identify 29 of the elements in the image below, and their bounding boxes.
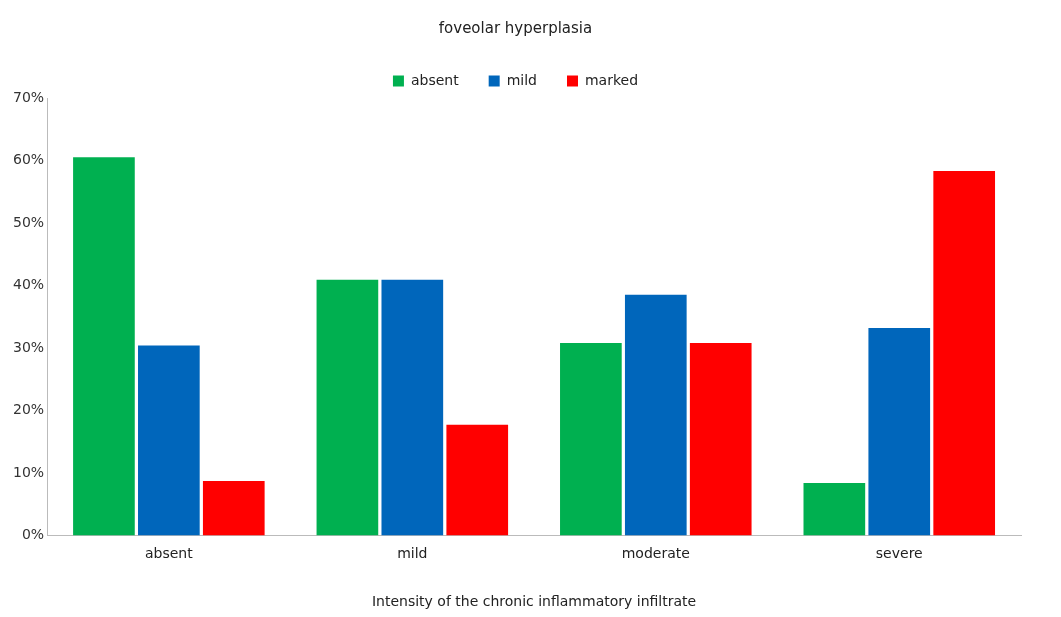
y-tick-label: 0% (21, 526, 45, 543)
bar (202, 481, 265, 536)
y-tick-label: 30% (12, 338, 45, 355)
x-axis-title: Intensity of the chronic inflammatory infiltrate (371, 593, 697, 610)
bar (868, 327, 931, 536)
bar (624, 294, 687, 536)
bar (138, 345, 200, 536)
chart-title: foveolar hyperplasia (438, 18, 593, 37)
y-tick-label: 20% (12, 401, 45, 418)
bar (560, 342, 622, 536)
legend-label: marked (584, 71, 639, 88)
bar (73, 157, 135, 536)
x-tick-label: moderate (621, 545, 690, 562)
bar (446, 424, 509, 536)
y-tick-label: 70% (12, 88, 45, 105)
bar (933, 171, 996, 536)
y-tick-label: 10% (12, 463, 45, 480)
y-tick-label: 50% (12, 213, 45, 230)
bar (381, 279, 444, 536)
x-tick-label: absent (144, 545, 194, 562)
legend-label: absent (410, 71, 460, 88)
bar (803, 482, 866, 536)
x-tick-label: mild (397, 545, 428, 562)
bar (316, 279, 379, 536)
legend-label: mild (506, 71, 537, 88)
y-tick-label: 40% (12, 276, 45, 293)
y-tick-label: 60% (12, 151, 45, 168)
x-tick-label: severe (875, 545, 923, 562)
bar (689, 342, 752, 536)
